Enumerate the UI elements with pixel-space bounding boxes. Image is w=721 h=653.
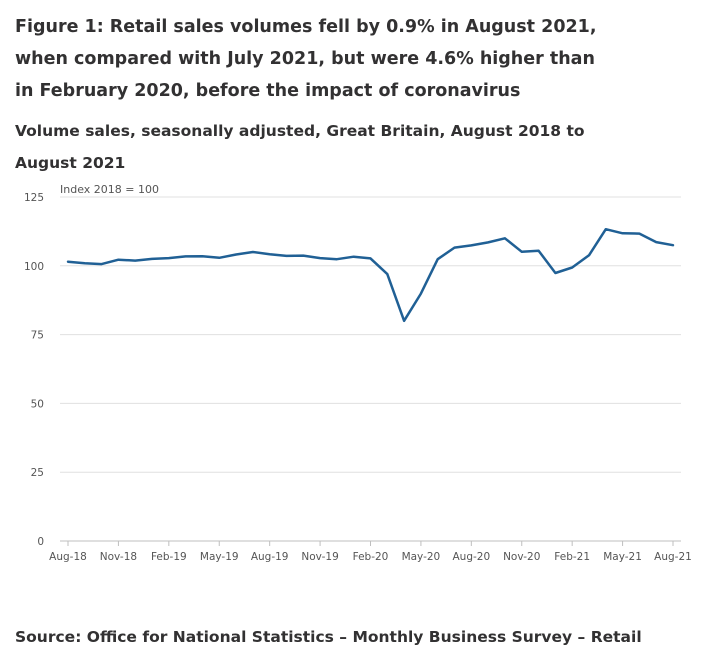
data-point[interactable]: [283, 253, 289, 259]
y-axis-units-label: Index 2018 = 100: [60, 183, 159, 196]
data-point[interactable]: [99, 261, 105, 267]
x-tick-label: Feb-21: [554, 551, 590, 563]
data-point[interactable]: [199, 253, 205, 259]
data-point[interactable]: [267, 251, 273, 257]
series-line: [66, 227, 675, 323]
source-note: Source: Office for National Statistics –…: [15, 628, 642, 646]
x-tick-label: Aug-21: [654, 551, 692, 563]
x-tick-label: Nov-18: [100, 551, 137, 563]
x-tick-label: Nov-19: [301, 551, 338, 563]
data-point[interactable]: [300, 253, 306, 259]
data-point[interactable]: [149, 256, 155, 262]
data-point[interactable]: [132, 258, 138, 264]
x-tick-label: May-20: [402, 551, 441, 563]
data-point[interactable]: [569, 264, 575, 270]
y-tick-label: 100: [24, 261, 44, 273]
data-point[interactable]: [384, 271, 390, 277]
data-point[interactable]: [317, 255, 323, 261]
chart-title: Figure 1: Retail sales volumes fell by 0…: [15, 17, 597, 101]
data-point[interactable]: [502, 235, 508, 241]
data-point[interactable]: [603, 226, 609, 232]
x-axis-ticks: Aug-18 Nov-18 Feb-19 May-19 Aug-19 Nov-19 Feb-…: [49, 541, 692, 563]
data-point[interactable]: [65, 259, 71, 265]
y-tick-label: 25: [31, 467, 44, 479]
x-tick-label: Nov-20: [503, 551, 540, 563]
data-point[interactable]: [334, 256, 340, 262]
x-tick-label: Aug-19: [251, 551, 289, 563]
data-point[interactable]: [485, 239, 491, 245]
data-point[interactable]: [183, 253, 189, 259]
y-tick-label: 50: [31, 398, 44, 410]
data-point[interactable]: [368, 255, 374, 261]
data-point[interactable]: [250, 249, 256, 255]
y-tick-label: 75: [31, 330, 44, 342]
y-tick-label: 0: [37, 536, 44, 548]
data-point[interactable]: [418, 291, 424, 297]
data-point[interactable]: [636, 231, 642, 237]
series-layer: [65, 226, 676, 324]
data-point[interactable]: [620, 230, 626, 236]
data-point[interactable]: [586, 252, 592, 258]
x-tick-label: Aug-20: [453, 551, 491, 563]
data-point[interactable]: [401, 318, 407, 324]
chart-subtitle: Volume sales, seasonally adjusted, Great…: [15, 122, 585, 172]
data-point[interactable]: [552, 270, 558, 276]
y-axis-ticks: 0 25 50 75 100 125: [24, 192, 44, 548]
data-point[interactable]: [653, 239, 659, 245]
data-point[interactable]: [519, 249, 525, 255]
data-point[interactable]: [670, 242, 676, 248]
x-tick-label: Aug-18: [49, 551, 87, 563]
x-tick-label: May-21: [603, 551, 642, 563]
data-point[interactable]: [216, 255, 222, 261]
data-point[interactable]: [233, 252, 239, 258]
y-tick-label: 125: [24, 192, 44, 204]
data-point[interactable]: [115, 257, 121, 263]
data-point[interactable]: [452, 245, 458, 251]
x-tick-label: May-19: [200, 551, 239, 563]
data-point[interactable]: [166, 255, 172, 261]
x-tick-label: Feb-19: [151, 551, 187, 563]
x-tick-label: Feb-20: [353, 551, 389, 563]
data-point[interactable]: [351, 254, 357, 260]
data-point[interactable]: [82, 260, 88, 266]
data-point[interactable]: [435, 256, 441, 262]
data-point[interactable]: [468, 242, 474, 248]
data-point[interactable]: [536, 248, 542, 254]
gridlines: [60, 196, 681, 542]
